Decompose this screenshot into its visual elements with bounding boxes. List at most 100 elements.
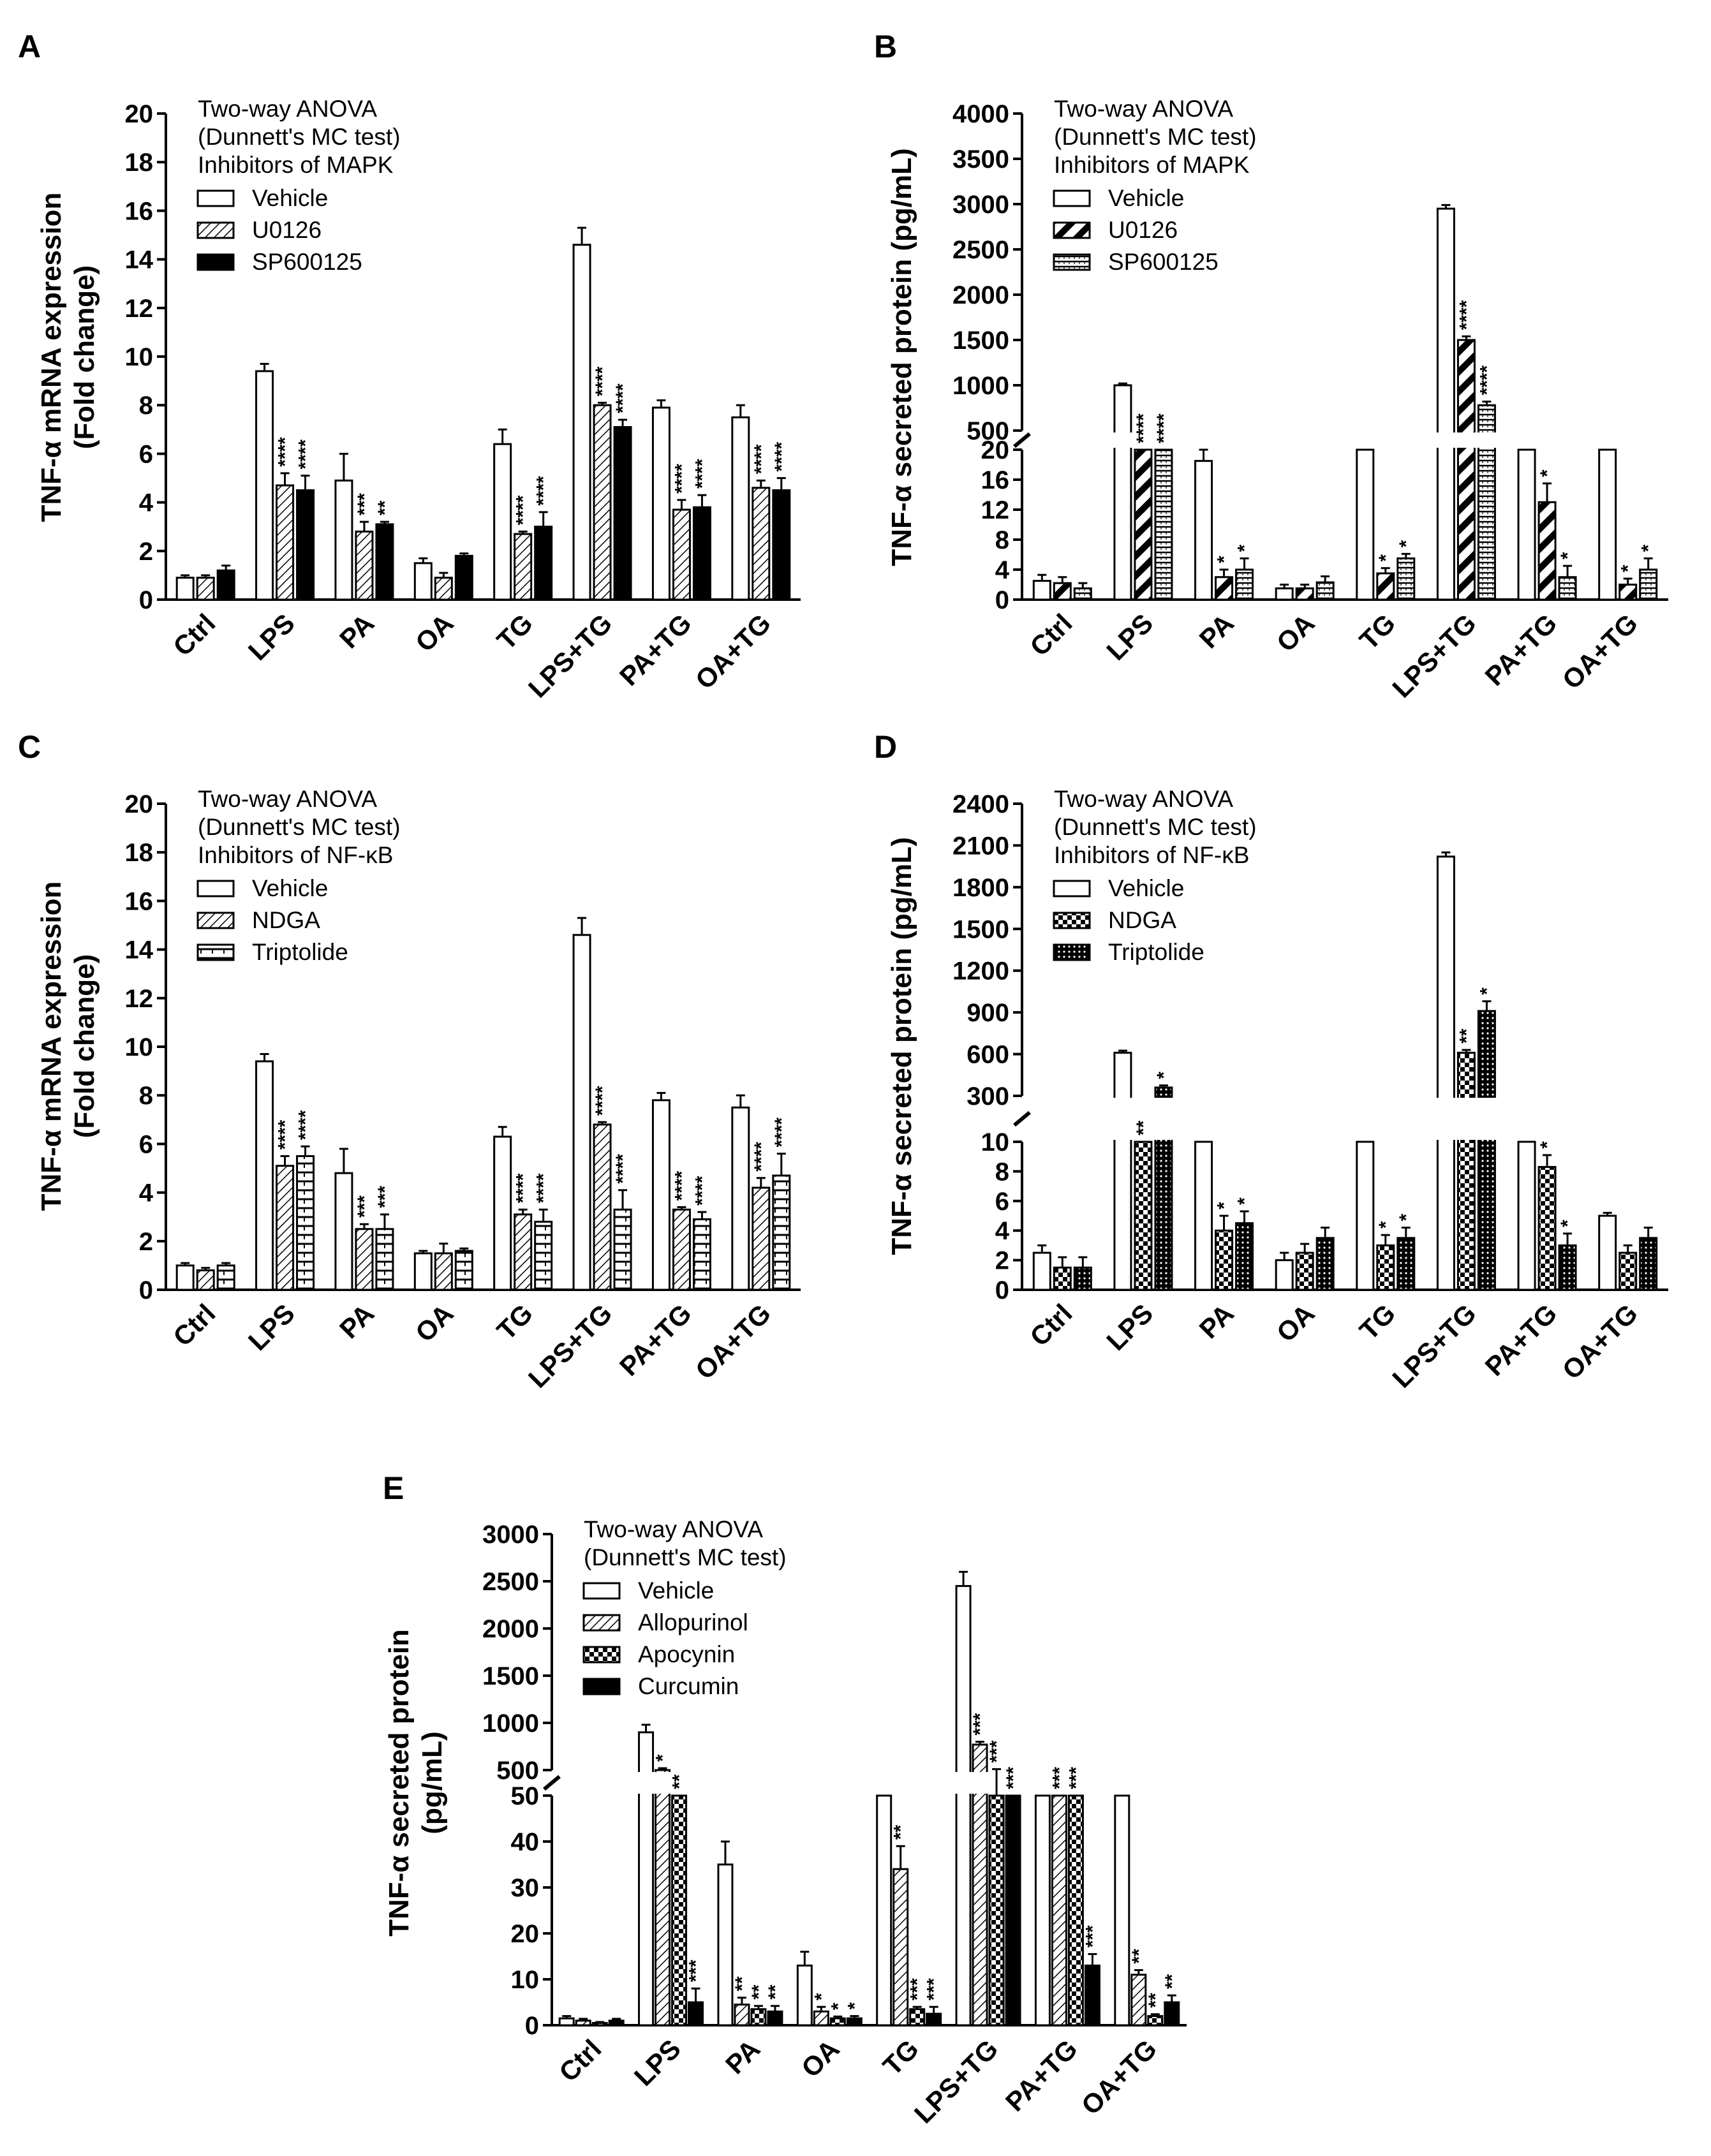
significance-stars-b: * (1638, 544, 1659, 552)
significance-stars-e: ** (1129, 1949, 1150, 1964)
legend-label-d-triptolide: Triptolide (1108, 939, 1204, 965)
significance-stars-c: **** (513, 1173, 534, 1203)
x-category-label-c: PA+TG (614, 1298, 697, 1382)
bar-break-gap-d (1435, 1098, 1457, 1140)
y-tick-label-b: 16 (981, 466, 1010, 494)
bar-e-apocynin-tg (909, 2008, 926, 2027)
x-category-label-e: OA (796, 2034, 845, 2083)
significance-stars-d: ** (1456, 1028, 1477, 1044)
significance-stars-e: * (844, 2002, 865, 2010)
bar-a-sp600125-oa+tg (772, 489, 791, 601)
y-tick-label-e: 3000 (482, 1521, 539, 1549)
legend-swatch-c-ndga (196, 912, 235, 929)
bar-e-curcumin-lps+tg (1005, 1794, 1021, 2027)
x-category-label-c: PA (334, 1298, 380, 1344)
y-tick-label-d: 1200 (952, 957, 1009, 986)
legend-label-d-vehicle: Vehicle (1108, 875, 1184, 901)
legend-label-a-u0126: U0126 (252, 217, 322, 243)
bar-d-ndga-ctrl (1053, 1266, 1072, 1291)
y-tick-label-a: 12 (125, 295, 154, 323)
legend-label-b-u0126: U0126 (1108, 217, 1178, 243)
bar-c-vehicle-ctrl (175, 1264, 195, 1291)
bar-a-u0126-lps (276, 484, 295, 601)
legend-swatch-e-curcumin (582, 1678, 621, 1695)
bar-c-ndga-lps (276, 1165, 295, 1291)
bar-e-vehicle-pa (717, 1863, 734, 2027)
bar-c-ndga-oa+tg (752, 1186, 771, 1291)
y-tick-label-a: 14 (125, 246, 154, 274)
x-category-label-d: PA+TG (1479, 1298, 1563, 1382)
legend-title-e: Two-way ANOVA (584, 1516, 763, 1542)
bar-e-allopurinol-oa (813, 2010, 829, 2027)
bar-break-gap-e (1004, 1772, 1023, 1794)
bar-e-apocynin-pa (750, 2008, 767, 2027)
significance-stars-a: **** (751, 444, 772, 474)
bar-break-gap-e (874, 1772, 894, 1794)
legend-title-c: (Dunnett's MC test) (198, 814, 401, 840)
bar-a-vehicle-oa (413, 562, 433, 601)
bar-c-ndga-tg (514, 1213, 533, 1291)
bar-c-vehicle-oa+tg (731, 1106, 750, 1291)
y-tick-label-a: 10 (125, 343, 154, 371)
significance-stars-e: *** (924, 1978, 945, 2000)
bar-b-sp600125-oa (1315, 581, 1335, 601)
significance-stars-a: **** (275, 437, 296, 467)
x-category-label-e: LPS (628, 2034, 686, 2092)
x-category-label-a: PA (334, 608, 380, 654)
bar-e-apocynin-oa+tg (1147, 2015, 1164, 2027)
y-tick-label-b: 4000 (952, 100, 1009, 128)
x-category-label-a: OA+TG (690, 608, 776, 695)
bar-b-sp600125-lps (1154, 448, 1173, 601)
bar-d-vehicle-tg (1356, 1141, 1375, 1291)
y-tick-label-d: 900 (967, 999, 1009, 1027)
bar-c-triptolide-oa+tg (772, 1174, 791, 1291)
legend-title-b: (Dunnett's MC test) (1054, 124, 1257, 150)
legend-label-e-apocynin: Apocynin (638, 1641, 735, 1667)
bar-break-gap-e (653, 1772, 672, 1794)
bar-c-triptolide-oa (454, 1250, 473, 1291)
y-axis-title-b: TNF-α secreted protein (pg/mL) (886, 148, 917, 566)
legend-label-c-ndga: NDGA (252, 907, 320, 933)
bar-break-gap-e (1049, 1772, 1069, 1794)
x-category-label-c: LPS (242, 1298, 300, 1356)
x-category-label-c: LPS+TG (522, 1298, 618, 1394)
bar-a-sp600125-pa+tg (692, 506, 711, 601)
significance-stars-e: ** (891, 1825, 912, 1840)
bar-break-gap-e (636, 1772, 656, 1794)
significance-stars-d: * (1234, 1197, 1255, 1205)
bar-a-vehicle-ctrl (175, 577, 195, 601)
bar-break-gap-e (1112, 1772, 1132, 1794)
bar-c-vehicle-pa (334, 1172, 353, 1291)
panel-letter-e: E (383, 1470, 404, 1506)
y-tick-label-a: 6 (139, 440, 153, 468)
bar-a-vehicle-oa+tg (731, 416, 750, 601)
significance-stars-c: **** (275, 1119, 296, 1149)
bar-e-curcumin-pa (767, 2010, 783, 2027)
significance-stars-a: **** (671, 464, 692, 494)
y-tick-label-d: 300 (967, 1082, 1009, 1111)
bar-break-gap-e (1033, 1772, 1053, 1794)
x-category-label-d: LPS (1100, 1298, 1159, 1356)
bar-e-allopurinol-pa+tg (1051, 1794, 1067, 2027)
bar-break-gap-e (669, 1772, 689, 1794)
legend-swatch-a-u0126 (196, 221, 235, 239)
bar-a-u0126-oa+tg (752, 487, 771, 601)
significance-stars-c: **** (751, 1142, 772, 1172)
significance-stars-b: **** (1153, 413, 1174, 443)
significance-stars-d: * (1214, 1202, 1235, 1209)
bar-c-vehicle-tg (493, 1135, 512, 1291)
significance-stars-e: ** (765, 1984, 786, 2000)
x-category-label-a: TG (491, 608, 538, 655)
significance-stars-e: * (827, 2002, 848, 2010)
bar-break-gap-e (954, 1772, 974, 1794)
bar-d-triptolide-oa (1315, 1237, 1335, 1291)
bar-a-sp600125-pa (375, 523, 394, 601)
significance-stars-b: **** (1476, 365, 1497, 395)
bar-c-ndga-lps+tg (593, 1123, 612, 1291)
y-axis-break-mark-d (1013, 1111, 1031, 1127)
legend-title-b: Two-way ANOVA (1054, 96, 1233, 122)
legend-swatch-b-u0126 (1053, 221, 1091, 239)
x-category-label-c: OA (410, 1298, 459, 1348)
y-tick-label-c: 12 (125, 985, 154, 1013)
